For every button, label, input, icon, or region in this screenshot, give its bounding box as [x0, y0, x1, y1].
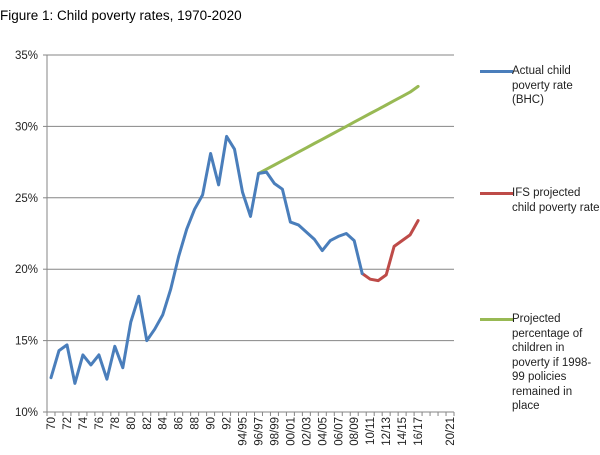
x-tick-label: 12/13 [381, 417, 393, 446]
x-tick-label: 76 [94, 417, 106, 430]
x-tick-label: 94/95 [238, 417, 250, 446]
x-tick-label: 06/07 [333, 417, 345, 446]
series-line-ifs-projected [360, 219, 420, 283]
x-tick-label: 84 [158, 416, 170, 429]
x-tick-label: 00/01 [285, 417, 297, 446]
x-tick-label: 88 [190, 417, 202, 430]
legend-swatch-1998-policies [480, 318, 513, 321]
x-tick-label: 02/03 [301, 417, 313, 446]
y-tick-label: 15% [15, 336, 38, 348]
legend-swatch-actual [480, 70, 513, 73]
y-tick-label: 10% [15, 407, 38, 419]
x-tick-label: 96/97 [253, 417, 265, 446]
x-tick-label: 72 [62, 417, 74, 430]
x-tick-label: 20/21 [445, 417, 457, 446]
series-line-1998-policies [257, 84, 420, 175]
x-tick-label: 98/99 [269, 417, 281, 446]
x-tick-label: 70 [46, 417, 58, 430]
series-line-actual [49, 134, 364, 385]
y-tick-label: 35% [15, 50, 38, 62]
x-tick-label: 74 [78, 416, 90, 429]
x-tick-label: 92 [222, 417, 234, 430]
legend-label-actual: Actual child poverty rate (BHC) [512, 65, 573, 106]
y-tick-label: 25% [15, 193, 38, 205]
chart-title: Figure 1: Child poverty rates, 1970-2020 [0, 8, 242, 23]
x-tick-label: 78 [110, 417, 122, 430]
x-tick-label: 10/11 [365, 417, 377, 445]
x-tick-label: 80 [126, 417, 138, 430]
x-tick-label: 16/17 [413, 417, 425, 446]
y-tick-label: 30% [15, 121, 38, 133]
x-tick-label: 14/15 [397, 417, 409, 446]
x-tick-label: 82 [142, 417, 154, 430]
x-tick-label: 04/05 [317, 417, 329, 446]
legend-label-ifs-projected: IFS projected child poverty rate [512, 187, 600, 214]
legend-label-1998-policies: Projected percentage of children in pove… [512, 313, 592, 412]
x-tick-label: 86 [174, 417, 186, 430]
x-tick-label: 08/09 [349, 417, 361, 446]
y-tick-label: 20% [15, 264, 38, 276]
legend-swatch-ifs-projected [480, 192, 513, 195]
x-tick-label: 90 [206, 417, 218, 430]
